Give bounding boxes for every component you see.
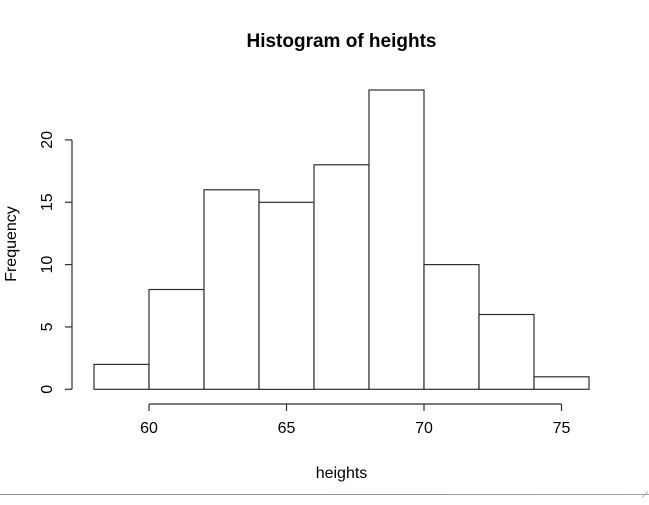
histogram-bar [478,313,535,390]
histogram-bar [258,201,315,391]
histogram-bar [368,89,425,390]
window-bottom-edge [0,494,649,495]
axes-group: 60 65 70 75 0 5 10 15 20 [39,131,571,437]
histogram-bar [93,363,150,390]
histogram-bar [203,189,260,390]
histogram-bar [533,376,590,390]
x-tick-label: 70 [415,420,433,437]
x-tick-label: 65 [278,420,296,437]
y-tick-label: 5 [39,322,56,331]
x-axis-label: heights [316,465,368,482]
bars-group [93,89,590,391]
histogram-bar [313,164,370,390]
y-tick-label: 10 [39,256,56,274]
chart-title: Histogram of heights [246,31,436,52]
y-tick-label: 20 [39,131,56,149]
histogram-bar [423,264,480,390]
y-axis-label: Frequency [3,206,20,282]
histogram-bar [148,288,205,390]
x-tick-label: 75 [553,420,571,437]
y-tick-label: 0 [39,385,56,394]
y-tick-label: 15 [39,193,56,211]
x-tick-label: 60 [140,420,158,437]
